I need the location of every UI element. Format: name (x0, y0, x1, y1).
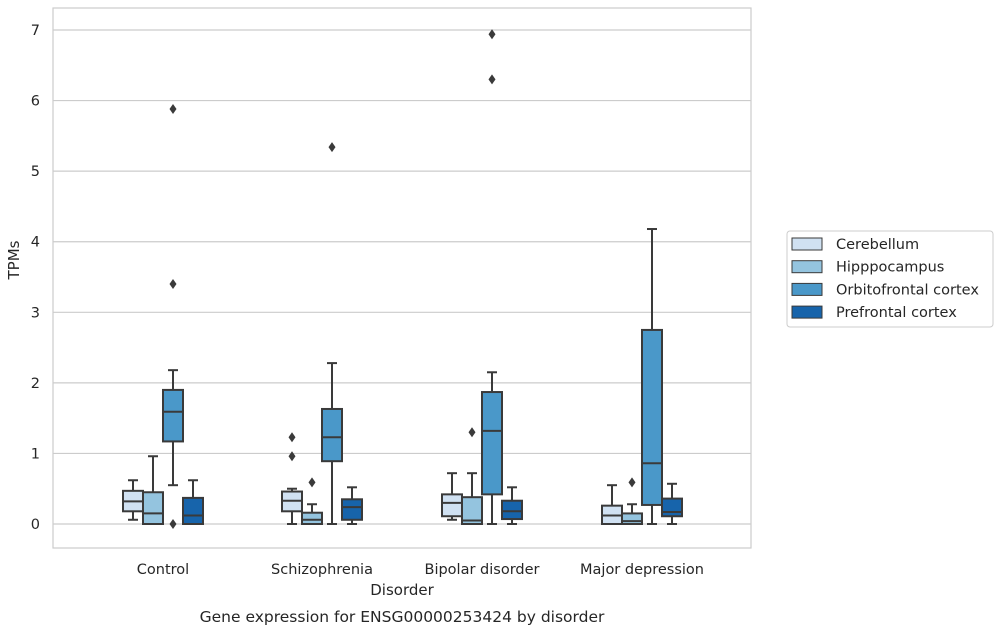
outlier-marker (628, 477, 636, 488)
y-tick-label: 6 (31, 94, 40, 110)
y-tick-label: 3 (31, 305, 40, 321)
legend-label: Prefrontal cortex (836, 305, 957, 321)
box-group (621, 477, 643, 525)
chart-caption: Gene expression for ENSG00000253424 by d… (200, 608, 605, 626)
legend-frame (786, 230, 994, 328)
outlier-marker (468, 427, 476, 438)
box-group (601, 484, 623, 525)
box-iqr (661, 497, 683, 518)
x-tick-labels: Control Schizophrenia Bipolar disorder Majo… (137, 562, 704, 578)
box-iqr (142, 491, 164, 525)
y-tick-label: 5 (31, 164, 40, 180)
box-iqr (641, 328, 663, 506)
grid-lines (53, 29, 751, 525)
box-iqr (461, 496, 483, 526)
legend-label: Hipppocampus (836, 260, 944, 276)
y-tick-labels: 0 1 2 3 4 5 6 7 (31, 23, 40, 533)
y-tick-label: 1 (31, 446, 40, 462)
x-tick-label: Bipolar disorder (425, 562, 540, 578)
box-group (182, 479, 204, 525)
outlier-marker (488, 74, 496, 85)
box-group (321, 142, 343, 525)
legend: Cerebellum Hipppocampus Orbitofrontal cort… (786, 230, 994, 328)
box-group (641, 228, 663, 525)
box-iqr (441, 493, 463, 518)
box-iqr (321, 407, 343, 463)
outlier-marker (169, 104, 177, 115)
outlier-marker (488, 29, 496, 40)
legend-label: Orbitofrontal cortex (836, 282, 979, 298)
box-group (301, 477, 323, 526)
legend-swatch (791, 305, 823, 319)
y-axis-label: TPMs (5, 240, 23, 280)
box-group (281, 432, 303, 525)
boxes (122, 29, 683, 529)
box-iqr (501, 499, 523, 521)
box-group (461, 427, 483, 526)
box-iqr (301, 511, 323, 526)
x-tick-label: Schizophrenia (271, 562, 373, 578)
box-iqr (182, 496, 204, 525)
legend-swatch (791, 237, 823, 251)
x-axis-label: Disorder (370, 581, 434, 599)
box-group (481, 29, 503, 525)
box-group (661, 482, 683, 525)
box-iqr (621, 512, 643, 525)
outlier-marker (169, 519, 177, 529)
x-tick-label: Control (137, 562, 189, 578)
legend-label: Cerebellum (836, 237, 919, 253)
box-iqr (341, 498, 363, 521)
y-tick-label: 4 (31, 235, 40, 251)
box-group (122, 479, 144, 521)
outlier-marker (308, 477, 316, 488)
outlier-marker (169, 279, 177, 290)
y-tick-label: 7 (31, 23, 40, 39)
box-group (162, 104, 184, 529)
outlier-marker (288, 451, 296, 462)
legend-swatch (791, 260, 823, 274)
box-group (341, 486, 363, 525)
box-iqr (481, 391, 503, 496)
x-tick-label: Major depression (580, 562, 704, 578)
box-iqr (162, 388, 184, 443)
box-group (441, 472, 463, 521)
outlier-marker (288, 432, 296, 443)
outlier-marker (328, 142, 336, 153)
box-group (142, 455, 164, 525)
legend-swatch (791, 282, 823, 296)
y-tick-label: 2 (31, 376, 40, 392)
y-tick-label: 0 (31, 517, 40, 533)
plot-frame (52, 7, 752, 549)
box-group (501, 486, 523, 525)
